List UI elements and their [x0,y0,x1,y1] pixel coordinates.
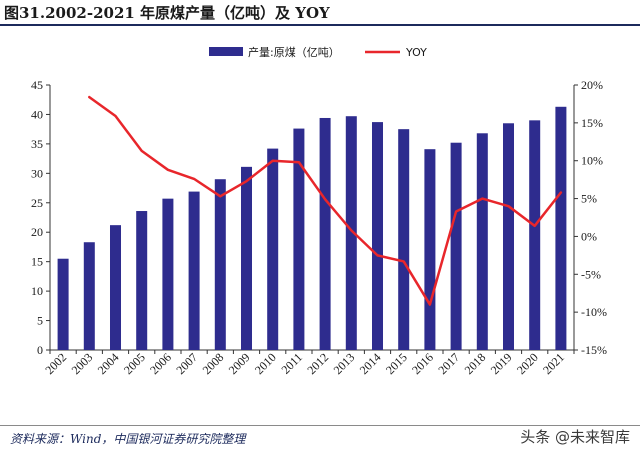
bar [109,225,122,350]
x-tick-label: 2007 [173,350,200,377]
yoy-line [88,95,563,306]
x-tick-label: 2011 [278,350,305,377]
bar [83,242,95,350]
figure-header: 图31.2002-2021 年原煤产量（亿吨）及 YOY [0,0,640,26]
bar [162,198,174,350]
yoy-series [88,95,563,306]
x-tick-label: 2016 [409,350,436,377]
y-right-tick-label: -5% [581,267,601,281]
bar [398,129,410,350]
y-right-tick-label: -15% [581,343,607,357]
source-rule [0,425,640,426]
bar [529,120,541,350]
x-tick-label: 2008 [200,350,227,377]
bar [371,122,384,350]
bar [57,258,69,350]
bar-series [57,106,567,351]
y-left-tick-label: 25 [31,196,43,210]
legend-line-label: YOY [405,46,427,59]
bar [136,211,148,350]
x-tick-label: 2012 [304,350,331,377]
legend-bar-swatch [209,47,243,56]
watermark: 头条 @未来智库 [520,428,630,446]
bar [345,116,357,350]
y-right-tick-label: 20% [581,78,603,92]
coal-production-chart: 产量:原煤（亿吨） YOY 0 5 10 15 20 25 30 35 40 45 -15% -10%… [31,45,607,377]
bar [424,149,436,350]
x-tick-label: 2017 [435,350,462,377]
x-tick-label: 2004 [95,350,122,377]
y-right-tick-label: 5% [581,192,597,206]
y-left-tick-label: 0 [37,343,43,357]
x-tick-label: 2013 [331,350,358,377]
legend-bar-label: 产量:原煤（亿吨） [248,45,340,59]
x-tick-label: 2002 [42,350,69,377]
x-tick-label: 2010 [252,350,279,377]
x-tick-label: 2003 [69,350,96,377]
x-tick-label: 2020 [514,350,541,377]
bar [293,128,305,350]
chart-legend: 产量:原煤（亿吨） YOY [209,45,427,59]
x-tick-label: 2005 [121,350,148,377]
x-tick-label: 2015 [383,350,410,377]
bar [555,106,567,351]
bar [267,148,279,350]
title-rule [0,24,640,26]
y-right-tick-label: 10% [581,154,603,168]
y-right-tick-label: 0% [581,229,597,243]
bar [240,166,253,350]
x-tick-label: 2021 [540,350,567,377]
bar [214,179,226,350]
bar [319,117,331,350]
y-right-tick-label: -10% [581,305,607,319]
figure-title: 图31.2002-2021 年原煤产量（亿吨）及 YOY [4,4,330,22]
x-tick-label: 2019 [488,350,515,377]
bar [188,191,200,350]
y-left-tick-label: 45 [31,78,43,92]
bar [476,133,488,350]
y-left-tick-label: 10 [31,284,43,298]
source-note: 资料来源：Wind，中国银河证券研究院整理 [10,432,246,446]
y-left-tick-label: 5 [37,314,43,328]
bar [450,142,462,350]
y-left-tick-label: 15 [31,255,43,269]
x-tick-label: 2006 [147,350,174,377]
y-right-tick-label: 15% [581,116,603,130]
y-left-tick-label: 35 [31,137,43,151]
x-tick-label: 2014 [357,350,384,377]
x-tick-label: 2009 [226,350,253,377]
y-left-tick-label: 20 [31,225,43,239]
y-left-tick-label: 40 [31,107,43,121]
x-tick-label: 2018 [462,350,489,377]
bar [502,123,515,351]
y-left-tick-label: 30 [31,166,43,180]
